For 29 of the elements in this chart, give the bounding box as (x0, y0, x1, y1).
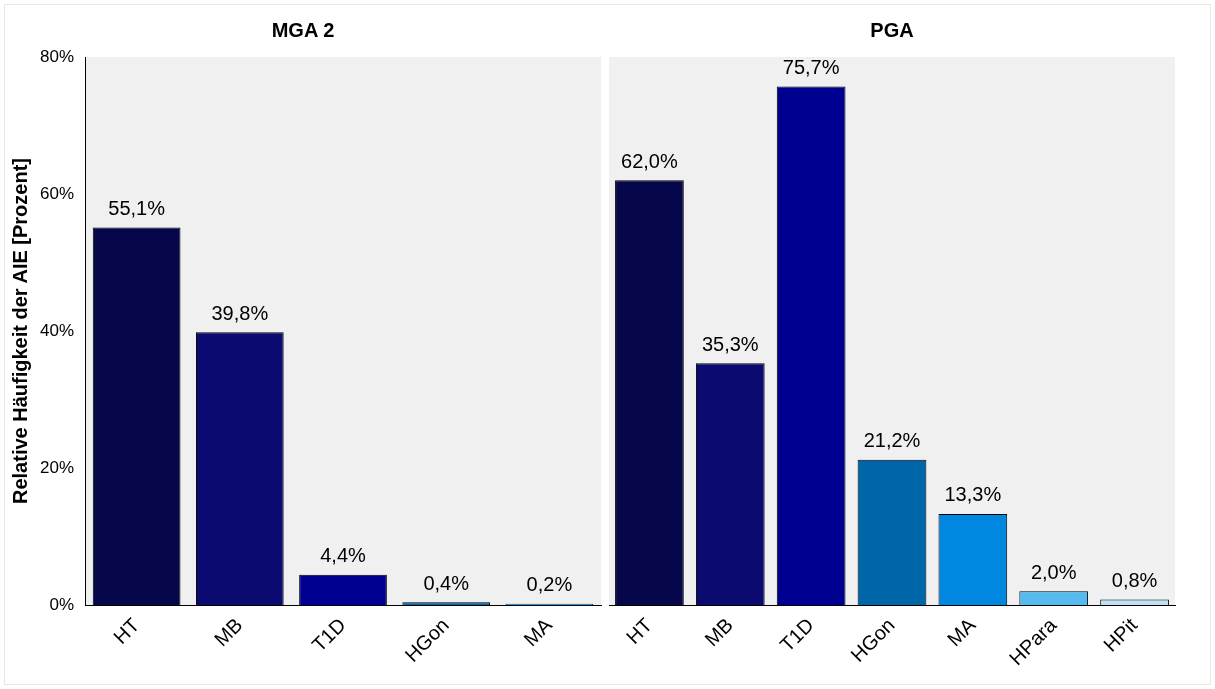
chart-title: PGA (870, 18, 914, 41)
x-tick-label: HT (621, 613, 657, 649)
x-tick-label: HT (108, 613, 144, 649)
x-tick-label: T1D (307, 613, 350, 656)
data-label: 55,1% (108, 197, 166, 220)
y-tick-label: 20% (39, 457, 75, 477)
data-label: 62,0% (621, 149, 678, 172)
x-tick-label: MA (942, 613, 981, 651)
x-tick-label: MB (209, 613, 247, 651)
data-label: 35,3% (701, 332, 759, 355)
data-label: 21,2% (863, 429, 921, 452)
data-label: 0,2% (526, 573, 573, 596)
data-label: 0,4% (423, 571, 470, 594)
data-label: 75,7% (782, 55, 840, 78)
x-tick-label: T1D (775, 613, 818, 656)
chart-title: MGA 2 (271, 18, 335, 41)
data-label: 39,8% (211, 301, 269, 324)
x-tick-label: MA (519, 613, 557, 651)
x-tick-label: MB (700, 613, 738, 651)
data-label: 2,0% (1030, 560, 1077, 583)
y-tick-label: 40% (39, 320, 75, 340)
y-tick-label: 80% (39, 46, 75, 66)
data-label: 13,3% (944, 483, 1002, 506)
y-axis-title: Relative Häufigkeit der AIE [Prozent] (8, 158, 31, 504)
x-tick-label: HPit (1099, 613, 1142, 656)
y-tick-label: 60% (39, 183, 75, 203)
data-label: 4,4% (320, 544, 367, 567)
data-label: 0,8% (1111, 569, 1158, 592)
y-tick-label: 0% (49, 594, 75, 614)
